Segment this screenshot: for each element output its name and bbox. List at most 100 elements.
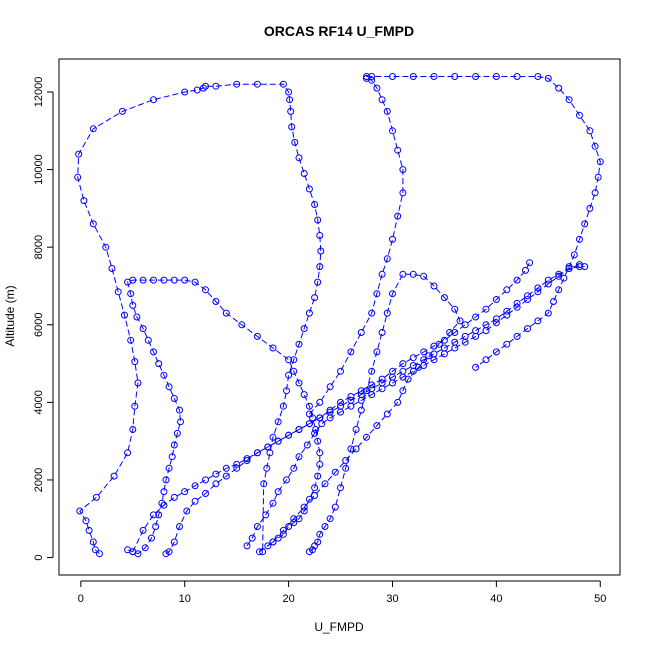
data-point bbox=[451, 329, 459, 336]
data-point bbox=[285, 371, 293, 379]
data-point bbox=[576, 263, 583, 271]
data-point bbox=[89, 125, 97, 133]
data-point bbox=[311, 201, 319, 208]
data-point bbox=[591, 189, 599, 197]
series-line bbox=[132, 266, 585, 552]
data-point bbox=[524, 325, 531, 333]
data-point bbox=[295, 340, 303, 348]
series-line bbox=[165, 262, 531, 555]
data-point bbox=[503, 311, 511, 319]
data-point bbox=[373, 290, 381, 298]
data-point bbox=[451, 305, 459, 313]
data-point bbox=[311, 294, 319, 302]
data-point bbox=[139, 526, 147, 534]
data-point bbox=[472, 363, 480, 371]
series-2 bbox=[124, 276, 324, 558]
data-point bbox=[129, 426, 137, 433]
data-point bbox=[513, 332, 521, 340]
data-point bbox=[451, 73, 459, 80]
data-point bbox=[191, 497, 199, 505]
data-point bbox=[269, 433, 277, 441]
data-point bbox=[311, 429, 319, 437]
data-point bbox=[399, 360, 407, 368]
data-point bbox=[513, 73, 521, 80]
data-point bbox=[461, 338, 469, 346]
data-point bbox=[586, 204, 594, 212]
data-point bbox=[305, 495, 313, 503]
data-point bbox=[193, 86, 201, 94]
data-point bbox=[550, 298, 557, 305]
data-point bbox=[274, 437, 282, 445]
data-point bbox=[264, 542, 272, 550]
data-point bbox=[139, 276, 147, 284]
x-axis: 0 10 20 30 40 50 bbox=[78, 580, 606, 605]
data-point bbox=[176, 406, 183, 414]
data-point bbox=[534, 73, 542, 80]
data-point bbox=[378, 375, 386, 383]
data-point bbox=[222, 464, 230, 472]
data-point bbox=[560, 274, 568, 282]
data-point bbox=[160, 371, 168, 379]
data-point bbox=[155, 360, 163, 368]
data-point bbox=[331, 503, 339, 511]
data-point bbox=[317, 247, 325, 255]
data-point bbox=[202, 82, 209, 90]
data-point bbox=[472, 73, 480, 80]
data-point bbox=[373, 422, 381, 430]
data-point bbox=[303, 441, 311, 449]
data-point bbox=[222, 309, 230, 317]
data-point bbox=[114, 288, 122, 296]
data-point bbox=[389, 379, 396, 387]
data-point bbox=[285, 523, 293, 530]
data-point bbox=[596, 158, 604, 166]
data-point bbox=[337, 367, 344, 375]
data-point bbox=[357, 406, 365, 414]
y-axis-label: Altitude (m) bbox=[3, 285, 17, 346]
data-point bbox=[503, 286, 511, 294]
data-point bbox=[337, 398, 344, 406]
data-point bbox=[440, 350, 448, 358]
plot-area bbox=[74, 73, 604, 558]
data-point bbox=[300, 325, 308, 333]
data-point bbox=[316, 263, 324, 271]
data-point bbox=[253, 523, 261, 530]
data-point bbox=[378, 96, 386, 104]
data-point bbox=[378, 329, 386, 336]
data-point bbox=[503, 340, 511, 348]
series-5 bbox=[243, 261, 583, 550]
data-point bbox=[331, 468, 339, 476]
data-point bbox=[295, 453, 303, 461]
x-tick-label: 50 bbox=[594, 593, 606, 605]
data-point bbox=[290, 367, 298, 375]
data-point bbox=[347, 402, 355, 410]
data-point bbox=[316, 449, 324, 457]
data-point bbox=[337, 484, 344, 492]
data-point bbox=[409, 270, 417, 278]
data-point bbox=[347, 393, 355, 400]
data-point bbox=[191, 278, 199, 286]
data-point bbox=[110, 472, 118, 480]
data-point bbox=[513, 299, 521, 307]
series-line bbox=[127, 279, 321, 555]
data-point bbox=[212, 82, 220, 90]
data-point bbox=[544, 280, 552, 288]
data-point bbox=[305, 420, 313, 428]
y-tick-label: 8000 bbox=[33, 235, 45, 259]
data-point bbox=[170, 441, 178, 449]
data-point bbox=[181, 276, 189, 284]
data-point bbox=[420, 272, 428, 280]
data-point bbox=[316, 530, 324, 538]
data-point bbox=[492, 319, 500, 327]
data-point bbox=[300, 170, 308, 177]
data-point bbox=[181, 88, 189, 96]
data-point bbox=[446, 329, 454, 336]
data-point bbox=[314, 472, 322, 480]
data-point bbox=[425, 352, 433, 360]
data-point bbox=[482, 356, 490, 364]
data-point bbox=[248, 534, 256, 542]
data-point bbox=[378, 385, 386, 393]
y-tick-label: 0 bbox=[33, 554, 45, 560]
data-point bbox=[274, 488, 282, 496]
data-point bbox=[555, 84, 563, 92]
